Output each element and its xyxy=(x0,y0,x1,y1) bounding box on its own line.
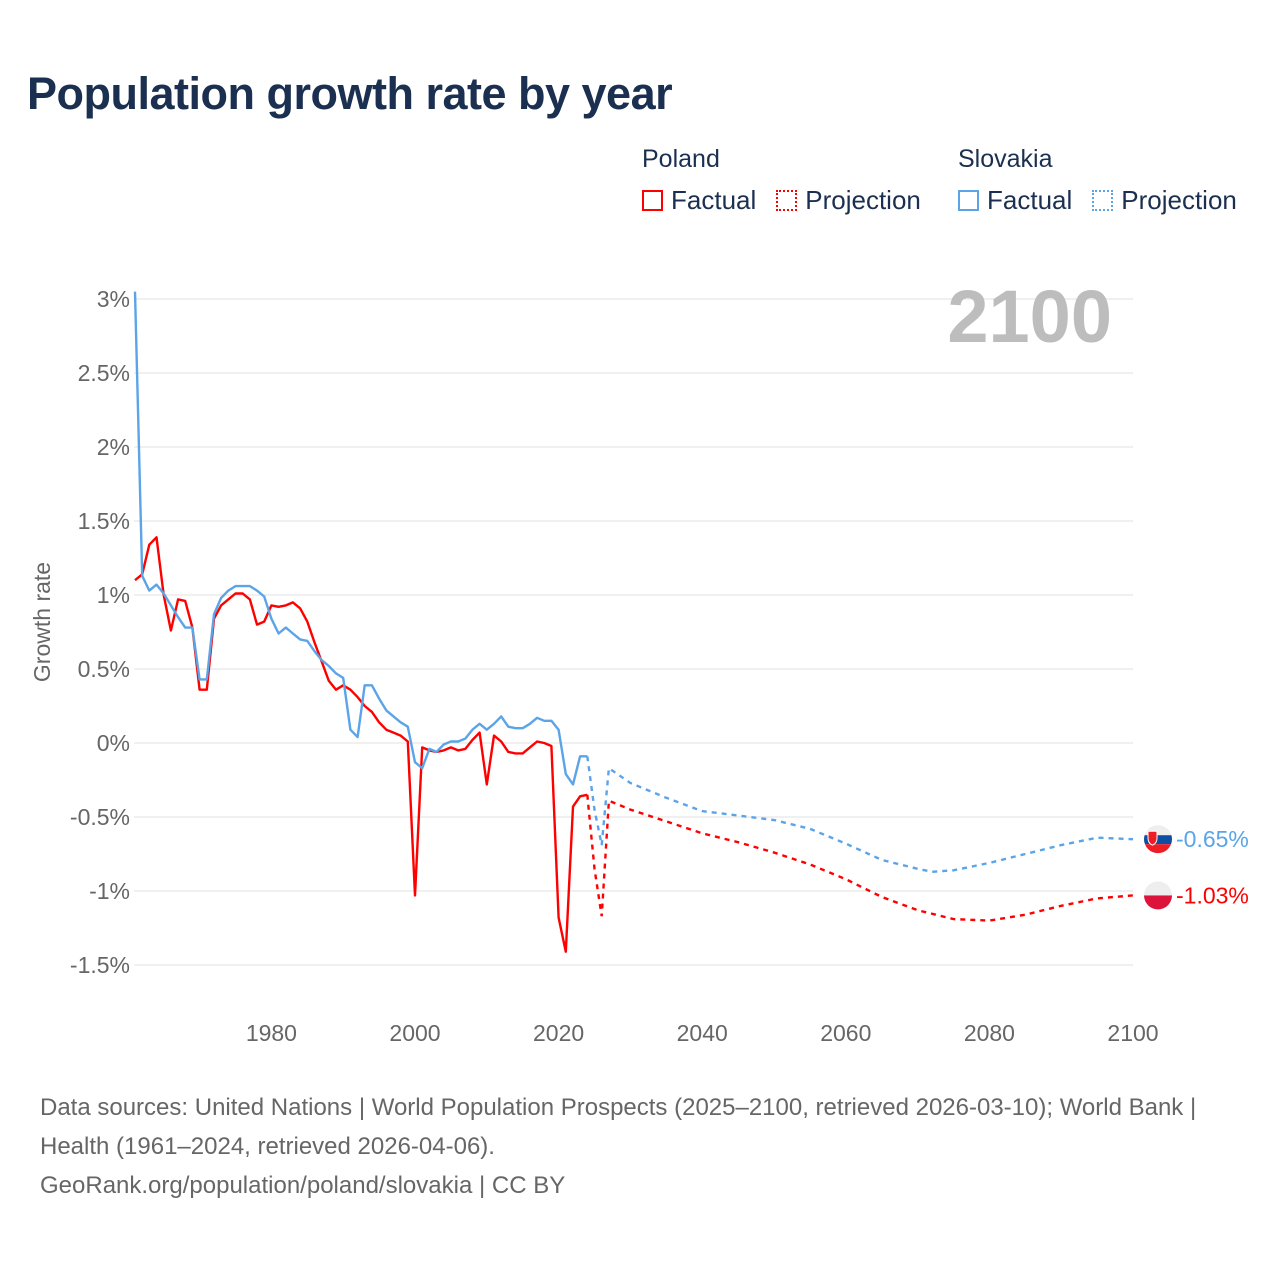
poland-factual-line xyxy=(134,536,588,953)
legend-country-name: Slovakia xyxy=(958,145,1053,173)
x-tick-label: 2080 xyxy=(964,1020,1015,1046)
poland-end-value-label: -1.03% xyxy=(1176,882,1249,908)
legend-projection-label: Projection xyxy=(1121,185,1237,215)
legend-projection-label[interactable]: Projection xyxy=(805,185,921,215)
poland-projection-line xyxy=(586,794,1134,922)
credit-link[interactable]: GeoRank.org/population/poland/slovakia |… xyxy=(40,1172,566,1199)
y-axis-label: Growth rate xyxy=(29,562,55,682)
year-watermark: 2100 xyxy=(947,275,1112,358)
legend-projection-swatch xyxy=(1092,190,1114,211)
legend-factual-label[interactable]: Factual xyxy=(987,185,1073,215)
y-tick-label: 2% xyxy=(97,434,130,460)
chart-title: Population growth rate by year xyxy=(27,68,673,119)
y-tick-label: 1.5% xyxy=(78,508,130,534)
legend-factual-swatch xyxy=(958,190,979,211)
y-tick-label: -1% xyxy=(89,878,130,904)
x-tick-label: 2040 xyxy=(677,1020,728,1046)
slovakia-flag-icon xyxy=(1144,825,1172,854)
slovakia-projection-line xyxy=(586,756,1134,874)
slovakia-factual-line xyxy=(133,291,588,786)
legend-group-poland: Poland Factual Projection xyxy=(642,145,941,216)
legend-country-name: Poland xyxy=(642,145,720,173)
x-tick-label: 2100 xyxy=(1107,1020,1158,1046)
slovakia-end-value-label: -0.65% xyxy=(1176,826,1249,852)
data-sources: Data sources: United Nations | World Pop… xyxy=(40,1094,1197,1160)
y-tick-label: 1% xyxy=(97,582,130,608)
poland-flag-icon xyxy=(1144,881,1172,910)
x-tick-label: 1980 xyxy=(246,1020,297,1046)
y-tick-label: 0% xyxy=(97,730,130,756)
y-tick-label: -0.5% xyxy=(70,804,130,830)
y-tick-label: 2.5% xyxy=(78,360,130,386)
y-tick-label: 3% xyxy=(97,286,130,312)
x-tick-label: 2000 xyxy=(389,1020,440,1046)
footer: Data sources: United Nations | World Pop… xyxy=(40,1088,1240,1205)
y-tick-label: 0.5% xyxy=(78,656,130,682)
legend-group-slovakia: Slovakia Factual Projection xyxy=(958,145,1257,216)
legend-projection-swatch xyxy=(776,190,798,211)
x-tick-label: 2020 xyxy=(533,1020,584,1046)
legend-factual-label[interactable]: Factual xyxy=(671,185,757,215)
y-tick-label: -1.5% xyxy=(70,952,130,978)
legend-factual-swatch xyxy=(642,190,663,211)
x-tick-label: 2060 xyxy=(820,1020,871,1046)
